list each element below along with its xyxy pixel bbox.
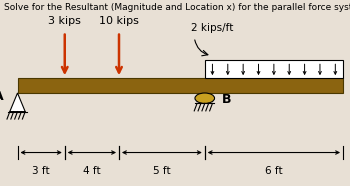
- Text: B: B: [222, 93, 232, 106]
- Text: 10 kips: 10 kips: [99, 16, 139, 26]
- Text: 6 ft: 6 ft: [265, 166, 283, 176]
- Text: 3 ft: 3 ft: [32, 166, 50, 176]
- Bar: [18, 78, 343, 93]
- Text: 3 kips: 3 kips: [48, 16, 81, 26]
- Polygon shape: [10, 93, 25, 112]
- Text: 4 ft: 4 ft: [83, 166, 101, 176]
- Circle shape: [195, 93, 215, 103]
- Text: 5 ft: 5 ft: [153, 166, 171, 176]
- Bar: [205, 60, 343, 78]
- Text: A: A: [0, 90, 4, 103]
- Text: 2 kips/ft: 2 kips/ft: [191, 23, 233, 33]
- Text: Solve for the Resultant (Magnitude and Location x) for the parallel force system: Solve for the Resultant (Magnitude and L…: [4, 3, 350, 12]
